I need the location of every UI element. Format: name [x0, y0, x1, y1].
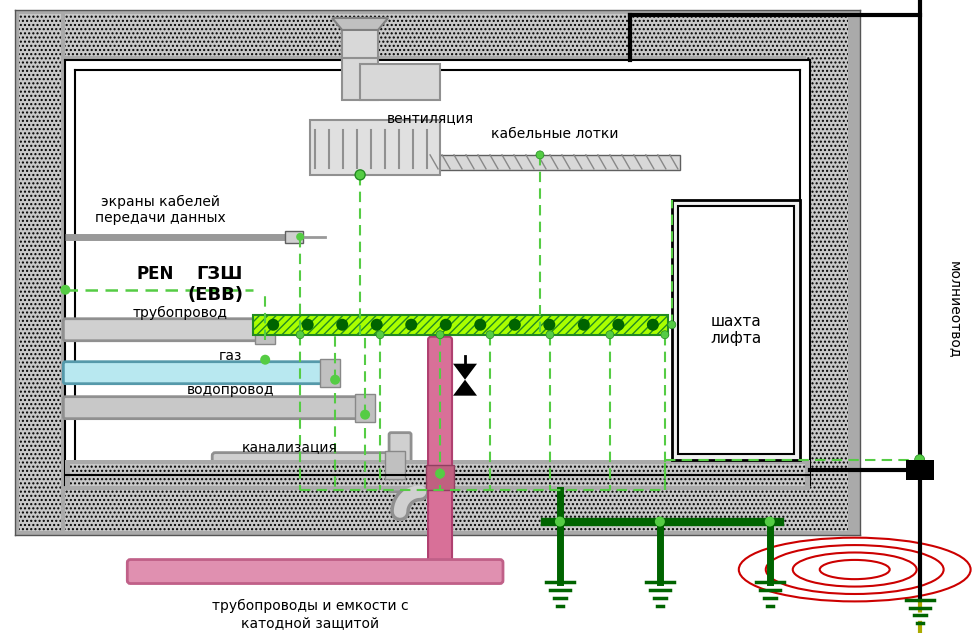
Circle shape — [660, 331, 668, 339]
Bar — [905, 460, 933, 479]
Circle shape — [913, 455, 923, 465]
Circle shape — [654, 517, 664, 527]
Circle shape — [296, 233, 304, 241]
Circle shape — [376, 331, 383, 339]
FancyBboxPatch shape — [212, 453, 398, 477]
Circle shape — [646, 319, 658, 331]
Circle shape — [301, 319, 313, 331]
Bar — [16, 10, 66, 534]
Bar — [671, 200, 799, 460]
Bar — [253, 314, 667, 335]
Bar — [341, 58, 378, 100]
Polygon shape — [332, 18, 387, 30]
Bar — [310, 120, 439, 175]
Text: вентиляция: вентиляция — [386, 111, 473, 125]
Bar — [20, 14, 855, 56]
Text: молниеотвод: молниеотвод — [947, 261, 960, 358]
Circle shape — [434, 469, 445, 479]
Text: газ: газ — [218, 349, 242, 363]
Circle shape — [764, 517, 774, 527]
FancyBboxPatch shape — [64, 319, 267, 340]
Circle shape — [535, 151, 544, 159]
Bar — [425, 465, 454, 489]
Circle shape — [577, 319, 589, 331]
Bar — [805, 14, 847, 531]
Circle shape — [360, 410, 370, 420]
Circle shape — [61, 285, 70, 295]
Text: трубопровод: трубопровод — [133, 306, 228, 320]
Bar — [20, 14, 62, 531]
Bar — [285, 231, 303, 243]
Bar — [70, 463, 804, 486]
Circle shape — [355, 170, 365, 180]
Circle shape — [667, 321, 675, 329]
Circle shape — [543, 319, 555, 331]
Bar — [360, 64, 439, 100]
Bar — [677, 206, 793, 454]
Circle shape — [546, 331, 554, 339]
Bar — [20, 489, 855, 531]
Bar — [384, 451, 405, 479]
Circle shape — [605, 331, 613, 339]
Bar — [320, 359, 339, 387]
Circle shape — [611, 319, 624, 331]
Bar — [341, 18, 378, 60]
Circle shape — [485, 331, 494, 339]
Bar — [255, 316, 275, 344]
Bar — [16, 10, 859, 60]
Bar — [66, 460, 809, 489]
Text: ГЗШ
(ЕВВ): ГЗШ (ЕВВ) — [187, 266, 243, 304]
Bar — [429, 155, 679, 170]
Text: PEN: PEN — [137, 265, 174, 283]
Polygon shape — [453, 364, 476, 380]
Text: канализация: канализация — [242, 439, 337, 454]
Circle shape — [296, 331, 304, 339]
Text: экраны кабелей
передачи данных: экраны кабелей передачи данных — [95, 195, 225, 225]
FancyBboxPatch shape — [64, 397, 367, 418]
Bar — [809, 10, 859, 534]
Circle shape — [555, 517, 564, 527]
Circle shape — [439, 319, 451, 331]
Circle shape — [330, 375, 339, 385]
Text: шахта
лифта: шахта лифта — [709, 314, 761, 346]
Circle shape — [473, 319, 486, 331]
Circle shape — [267, 319, 279, 331]
FancyBboxPatch shape — [64, 362, 332, 384]
Circle shape — [356, 171, 364, 179]
Circle shape — [371, 319, 382, 331]
Bar — [66, 60, 809, 484]
FancyBboxPatch shape — [427, 337, 452, 583]
FancyBboxPatch shape — [388, 432, 411, 491]
Bar — [16, 484, 859, 534]
Bar — [355, 394, 375, 422]
Circle shape — [509, 319, 520, 331]
Polygon shape — [453, 380, 476, 396]
Circle shape — [335, 319, 348, 331]
Circle shape — [405, 319, 417, 331]
FancyBboxPatch shape — [127, 560, 503, 583]
Circle shape — [260, 354, 270, 365]
Text: водопровод: водопровод — [186, 383, 274, 397]
Text: трубопроводы и емкости с
катодной защитой: трубопроводы и емкости с катодной защито… — [211, 599, 408, 630]
Circle shape — [435, 331, 444, 339]
Text: кабельные лотки: кабельные лотки — [491, 127, 618, 141]
